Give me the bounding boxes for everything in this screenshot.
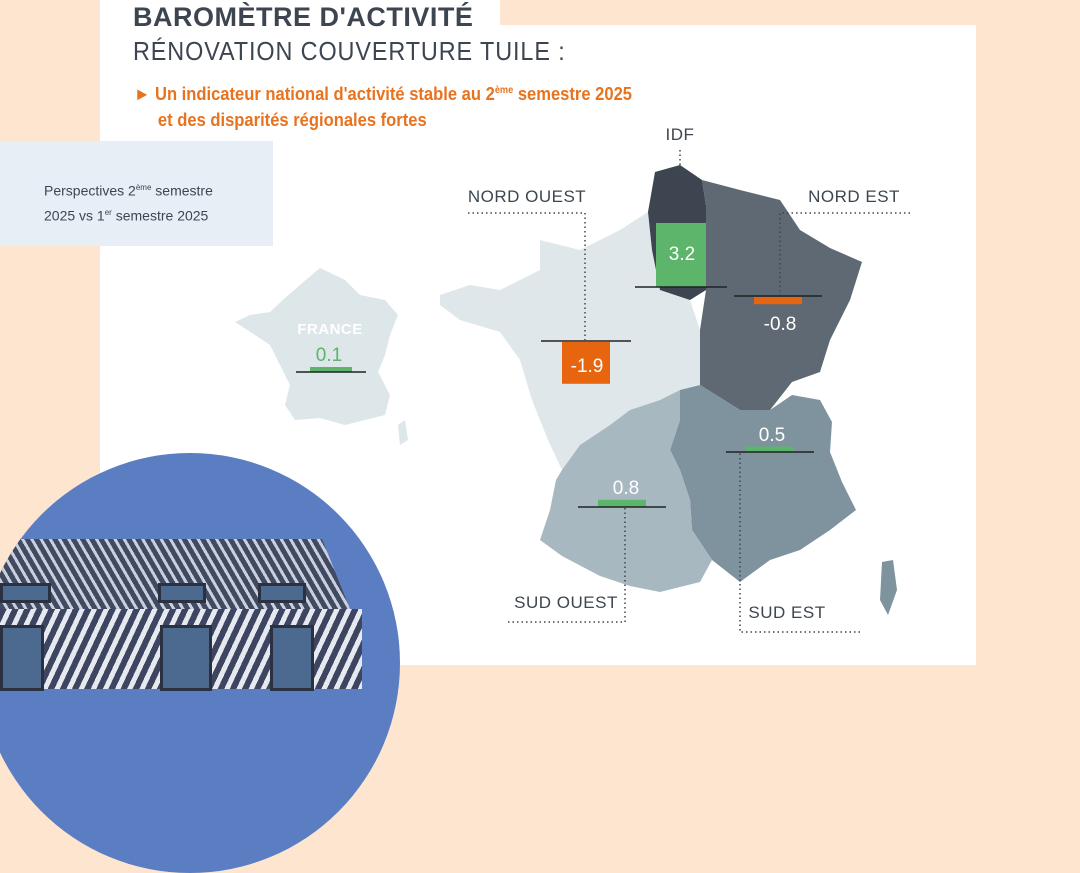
region-france [235,268,408,445]
bar-france [310,367,352,372]
value-sud-est: 0.5 [759,425,785,446]
region-nord-est [700,180,862,410]
roof-window [258,583,306,603]
leader-nord-est [779,212,910,295]
france-map: FRANCE IDF NORD OUEST NORD EST SUD OUEST… [235,125,910,633]
label-france: FRANCE [297,321,363,338]
page-subtitle: RÉNOVATION COUVERTURE TUILE : [133,36,566,66]
note-sup: ème [135,183,152,192]
note-text: semestre 2025 [111,207,209,224]
note-text: semestre [151,182,213,199]
value-france: 0.1 [316,345,342,366]
leader-sud-ouest [508,508,626,623]
value-nord-ouest: -1.9 [571,356,604,377]
leader-nord-ouest [468,212,586,340]
roof-window [158,583,206,603]
label-sud-est: SUD EST [748,603,825,622]
value-sud-ouest: 0.8 [613,478,639,499]
label-sud-ouest: SUD OUEST [514,593,618,612]
label-nord-ouest: NORD OUEST [468,187,586,206]
page-title: BAROMÈTRE D'ACTIVITÉ [133,2,474,32]
label-nord-est: NORD EST [808,187,900,206]
headline-text: semestre 2025 [513,84,633,104]
title-box [100,0,500,30]
perspective-note: Perspectives 2ème semestre 2025 vs 1er s… [0,141,273,246]
bar-idf [656,223,706,287]
note-text: 2025 vs 1 [44,207,105,224]
headline-text: et des disparités régionales fortes [157,110,427,130]
headline: ► Un indicateur national d'activité stab… [134,78,632,133]
value-nord-est: -0.8 [764,314,797,335]
roof-window [0,583,51,603]
leader-lines [468,150,910,633]
value-idf: 3.2 [669,244,695,265]
note-sup: er [104,207,112,217]
note-text: Perspectives 2 [44,182,136,199]
headline-text: ► Un indicateur national d'activité stab… [134,84,495,104]
region-sud-est [670,385,897,615]
bar-nord-est [754,297,802,305]
region-sud-ouest [540,390,712,592]
bar-nord-ouest [562,342,610,384]
label-idf: IDF [666,125,695,144]
leader-sud-est [739,453,860,633]
headline-sup: ème [494,85,514,96]
bar-sud-est [746,446,794,452]
france-overview [235,268,408,445]
bar-sud-ouest [598,499,646,507]
